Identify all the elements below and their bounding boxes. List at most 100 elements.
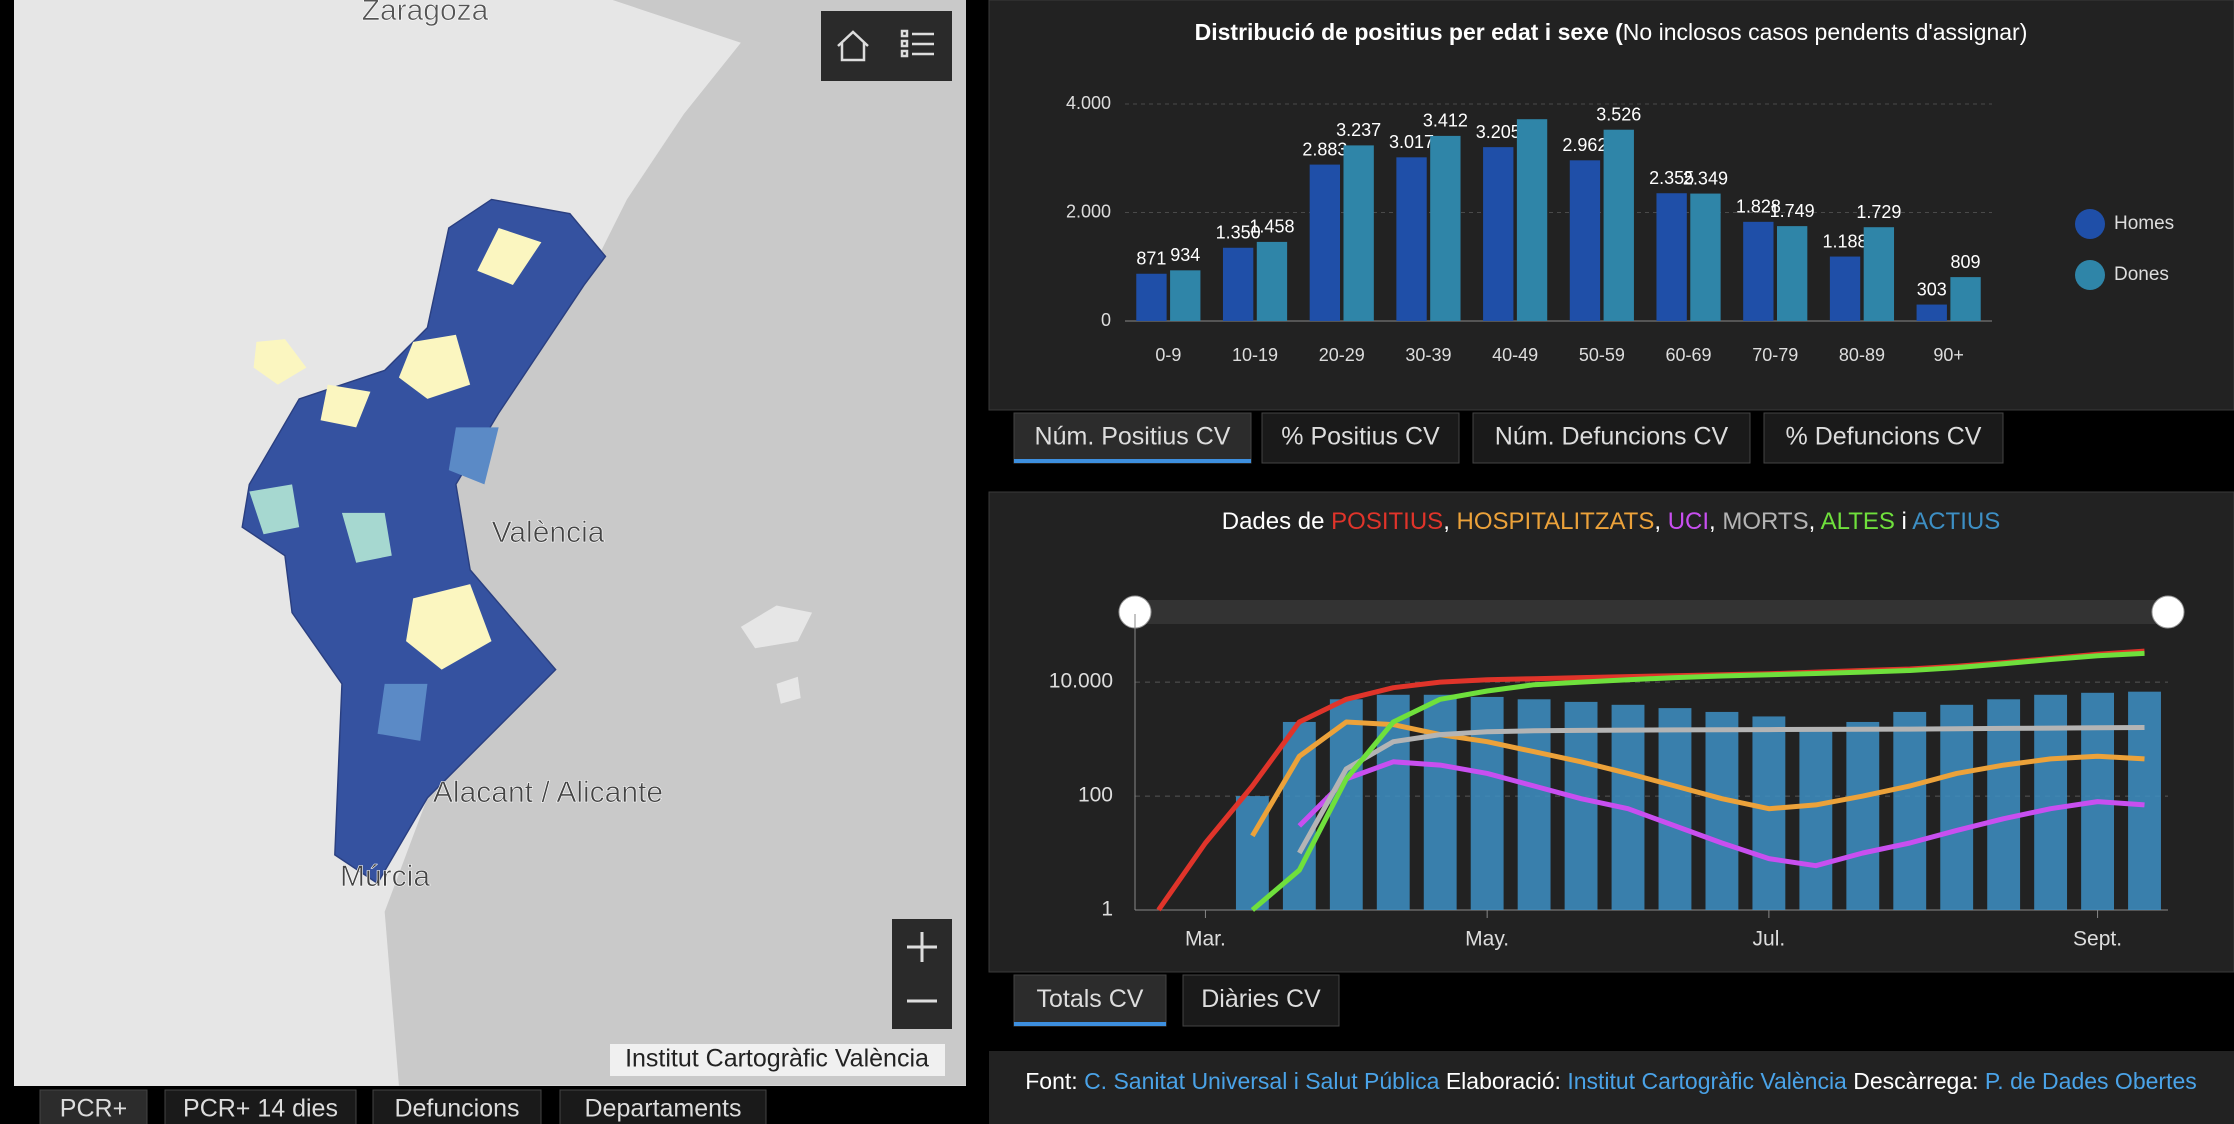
map: Institut Cartogràfic València: [14, 0, 966, 1086]
tab[interactable]: [372, 1089, 542, 1124]
bar: [1846, 721, 1880, 910]
bar: [1987, 699, 2021, 910]
region-patch: [398, 334, 471, 399]
footer-label: Elaboració:: [1439, 1068, 1567, 1094]
value-label: 1.350: [1216, 223, 1261, 243]
tab-indicator: [1014, 1022, 1166, 1026]
x-tick-label: 60-69: [1666, 345, 1712, 365]
bar: [1940, 704, 1974, 910]
bar: [1516, 119, 1548, 321]
x-tick-label: 30-39: [1405, 345, 1451, 365]
bar: [1916, 304, 1947, 321]
range-slider: [1135, 600, 2168, 624]
value-label: 303: [1917, 279, 1947, 299]
map-label: Alacant / Alicante: [433, 776, 663, 809]
footer-label: Descàrrega:: [1847, 1068, 1985, 1094]
tab[interactable]: [1261, 412, 1460, 464]
bar: [1136, 273, 1167, 321]
zoom-in[interactable]: [907, 932, 937, 962]
home-button[interactable]: [837, 30, 869, 62]
value-label: 2.349: [1683, 168, 1728, 188]
bar: [1517, 699, 1551, 910]
bar: [1430, 135, 1461, 321]
tab-indicator: [1014, 459, 1251, 463]
footer-link[interactable]: P. de Dades Obertes: [1985, 1068, 2197, 1094]
tab-label[interactable]: Diàries CV: [1201, 985, 1321, 1013]
tab-label[interactable]: Departaments: [584, 1095, 741, 1123]
bar: [1483, 147, 1514, 321]
value-label: 809: [1951, 252, 1981, 272]
bar: [2128, 691, 2161, 910]
tab[interactable]: [1472, 412, 1751, 464]
map-controls: [821, 11, 952, 81]
map-shapes: [241, 0, 966, 1086]
slider-handle[interactable]: [2151, 595, 2185, 629]
bar: [1893, 711, 1927, 910]
title-text: Dades de: [1222, 508, 1331, 535]
legend-marker: [2075, 260, 2105, 290]
tab-label[interactable]: Núm. Defuncions CV: [1495, 423, 1729, 451]
bar: [1658, 708, 1692, 910]
title-separator: ,: [1809, 508, 1821, 535]
attribution: Institut Cartogràfic València: [625, 1045, 929, 1073]
bar: [1690, 193, 1721, 321]
series-line: [1250, 650, 2145, 912]
footer-link[interactable]: C. Sanitat Universal i Salut Pública: [1084, 1068, 1440, 1094]
island: [776, 676, 801, 704]
tab[interactable]: [164, 1089, 357, 1124]
x-tick-label: 70-79: [1752, 345, 1798, 365]
footer-label: Font:: [1025, 1068, 1084, 1094]
bar: [1470, 696, 1504, 910]
value-label: 3.017: [1389, 132, 1434, 152]
bar: [1799, 729, 1833, 910]
y-tick-label: 10.000: [1049, 670, 1113, 693]
tab-label[interactable]: Defuncions: [394, 1095, 519, 1123]
title-series: ACTIUS: [1912, 508, 2000, 535]
legend-label: Dones: [2114, 264, 2169, 285]
tab-label[interactable]: PCR+: [60, 1095, 127, 1123]
x-tick-label: 80-89: [1839, 345, 1885, 365]
tab[interactable]: [1013, 412, 1252, 464]
tab[interactable]: [1013, 974, 1167, 1027]
tab-label[interactable]: PCR+ 14 dies: [183, 1095, 338, 1123]
bar: [1376, 694, 1410, 910]
legend-marker: [2075, 209, 2105, 239]
region: [241, 198, 607, 885]
title-separator: i: [1895, 508, 1912, 535]
layers-button[interactable]: [900, 29, 934, 58]
region-patch: [406, 584, 492, 670]
value-label: 1.828: [1736, 197, 1781, 217]
tab-label[interactable]: % Defuncions CV: [1786, 423, 1982, 451]
value-label: 3.412: [1423, 111, 1468, 131]
series-line: [1297, 759, 2145, 869]
bar: [1423, 694, 1457, 910]
tab-label[interactable]: Núm. Positius CV: [1035, 423, 1231, 451]
tab-label[interactable]: % Positius CV: [1281, 423, 1440, 451]
bar: [1743, 221, 1774, 321]
tab[interactable]: [1763, 412, 2004, 464]
value-label: 2.962: [1562, 135, 1607, 155]
value-label: 2.355: [1649, 168, 1694, 188]
value-label: 934: [1170, 245, 1200, 265]
title-separator: ,: [1443, 508, 1456, 535]
x-tick-label: Sept.: [2073, 928, 2122, 951]
footer-link[interactable]: Institut Cartogràfic València: [1567, 1068, 1847, 1094]
bar: [1950, 277, 1981, 321]
tab[interactable]: [1182, 974, 1340, 1027]
x-tick-label: 50-59: [1579, 345, 1625, 365]
bar: [1656, 193, 1687, 321]
tab-label[interactable]: Totals CV: [1037, 985, 1144, 1013]
tab[interactable]: [39, 1089, 148, 1124]
value-label: 3.205: [1476, 122, 1521, 142]
title-note: No inclosos casos pendents d'assignar): [1623, 19, 2028, 45]
bar: [1829, 256, 1861, 321]
title-separator: ,: [1709, 508, 1722, 535]
region-patch: [249, 484, 300, 535]
value-label: 1.458: [1249, 217, 1294, 237]
region-patch: [477, 227, 542, 285]
x-tick-label: 10-19: [1232, 345, 1278, 365]
tab[interactable]: [559, 1089, 767, 1124]
title-series: MORTS: [1722, 508, 1808, 535]
